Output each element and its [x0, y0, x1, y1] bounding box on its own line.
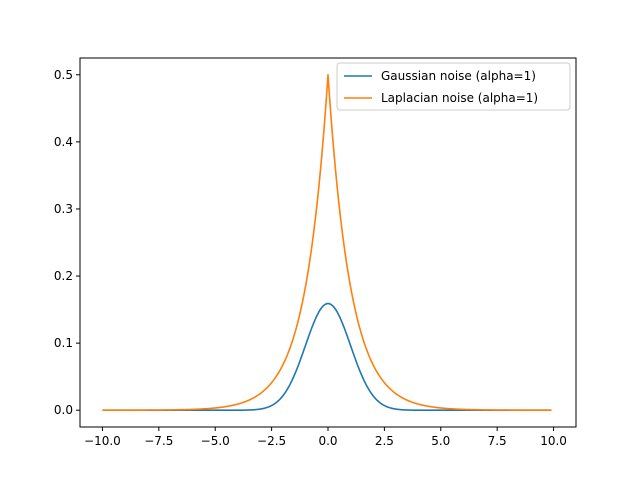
- x-tick-label: −7.5: [144, 434, 173, 448]
- y-axis: 0.0 0.1 0.2 0.3 0.4 0.5: [54, 68, 80, 417]
- y-tick-label: 0.3: [54, 202, 73, 216]
- x-tick-label: 7.5: [488, 434, 507, 448]
- x-axis: −10.0 −7.5 −5.0 −2.5 0.0 2.5 5.0 7.5 10.0: [84, 427, 567, 448]
- y-tick-label: 0.0: [54, 403, 73, 417]
- legend-box: [336, 62, 571, 111]
- y-tick-label: 0.5: [54, 68, 73, 82]
- x-tick-label: 0.0: [318, 434, 337, 448]
- x-tick-label: 10.0: [540, 434, 567, 448]
- legend-label-1: Laplacian noise (alpha=1): [381, 91, 538, 105]
- legend: Gaussian noise (alpha=1) Laplacian noise …: [336, 62, 571, 111]
- series-line-1: [102, 74, 552, 412]
- x-tick-label: −5.0: [201, 434, 230, 448]
- y-tick-label: 0.1: [54, 336, 73, 350]
- y-tick-label: 0.2: [54, 269, 73, 283]
- legend-label-0: Gaussian noise (alpha=1): [381, 69, 536, 83]
- series-layer: [102, 74, 552, 412]
- x-tick-label: −2.5: [257, 434, 286, 448]
- y-tick-label: 0.4: [54, 135, 73, 149]
- x-tick-label: 5.0: [431, 434, 450, 448]
- x-tick-label: −10.0: [84, 434, 121, 448]
- x-tick-label: 2.5: [375, 434, 394, 448]
